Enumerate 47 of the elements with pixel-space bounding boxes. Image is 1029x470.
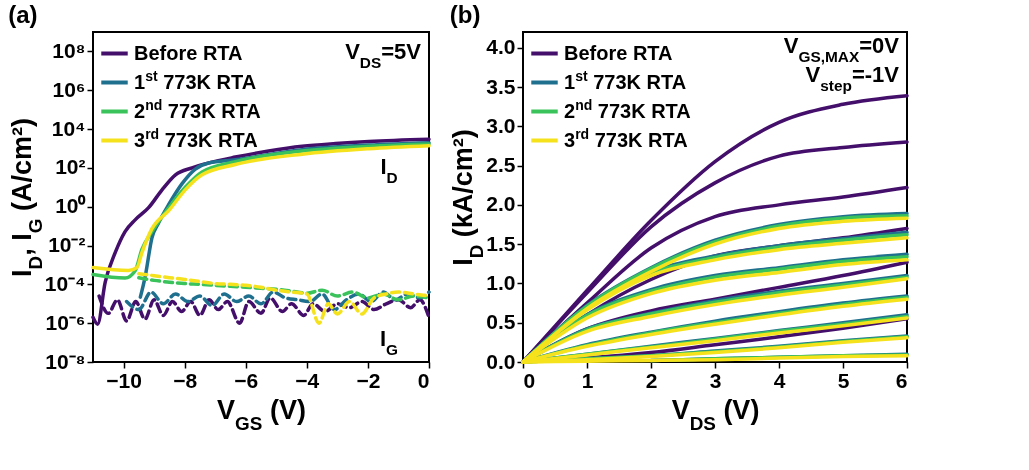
chart-title: (a) [8,1,38,28]
y-tick-label: 10⁻⁶ [45,310,86,334]
chart-title: (b) [449,1,481,28]
x-tick-label: −8 [173,368,198,392]
x-tick-label: 3 [709,368,722,392]
legend-label: 1$^{st}$ 773K RTA [134,67,257,93]
y-tick-label: 1.5 [486,231,516,255]
legend-label: Before RTA [134,41,243,64]
legend-label: 1$^{st}$ 773K RTA [564,67,687,93]
x-axis-title: V$_{DS}$ (V) [671,394,760,433]
y-tick-label: 10⁻⁴ [44,271,86,295]
x-tick-label: 0 [417,368,430,392]
x-tick-label: 0 [523,368,536,392]
x-tick-label: 6 [895,368,908,392]
x-tick-label: −10 [106,368,142,392]
y-tick-label: 0.0 [486,349,516,373]
y-tick-label: 10² [55,155,86,179]
y-tick-label: 3.0 [486,113,516,137]
y-tick-label: 4.0 [486,35,516,59]
legend-label: 2$^{nd}$ 773K RTA [564,96,691,122]
y-tick-label: 1.0 [486,270,516,294]
x-tick-label: 4 [773,368,786,392]
x-tick-label: −6 [234,368,259,392]
y-tick-label: 10⁻² [48,233,86,257]
annotation: V$_{GS,MAX}$=0V [783,33,899,65]
x-axis-title: V$_{GS}$ (V) [217,394,306,433]
annotation: I$_{G}$ [379,326,399,358]
legend-label: Before RTA [564,41,673,64]
y-tick-label: 2.0 [486,192,516,216]
legend-label: 3$^{rd}$ 773K RTA [564,125,688,151]
x-tick-label: −2 [356,368,381,392]
y-tick-label: 10⁰ [55,194,87,218]
y-tick-label: 10⁶ [52,77,86,101]
legend-label: 2$^{nd}$ 773K RTA [134,96,261,122]
x-tick-label: 5 [837,368,850,392]
x-tick-label: 1 [581,368,594,392]
y-tick-label: 2.5 [486,153,516,177]
y-tick-label: 10⁴ [51,116,86,140]
annotation: I$_{D}$ [380,154,398,186]
annotation: V$_{DS}$=5V [345,39,422,71]
x-tick-label: 2 [645,368,658,392]
y-tick-label: 3.5 [486,74,516,98]
y-tick-label: 10⁸ [52,38,86,62]
legend-label: 3$^{rd}$ 773K RTA [134,125,258,151]
x-tick-label: −4 [295,368,320,392]
y-tick-label: 0.5 [486,310,516,334]
y-tick-label: 10⁻⁸ [45,349,86,373]
